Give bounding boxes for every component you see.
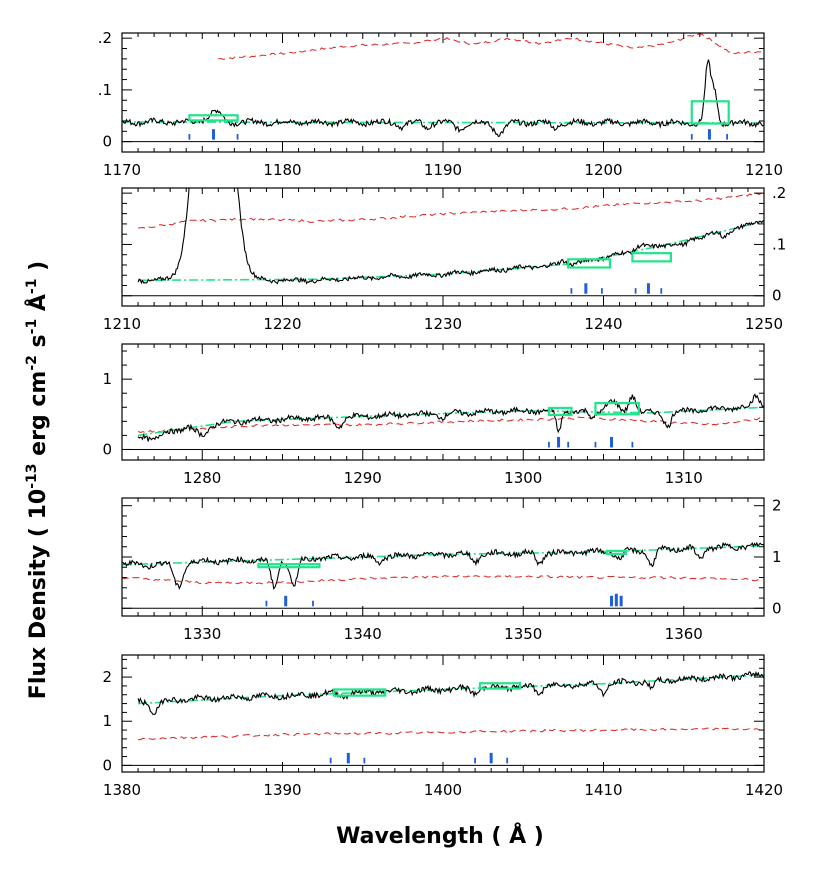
plot-area	[122, 393, 764, 450]
y-axis-label: Flux Density ( 10-13 erg cm-2 s-1 Å-1 )	[24, 261, 51, 699]
y-axis-label-part-1: Flux Density ( 10	[26, 489, 51, 699]
y-tick-label: 1	[772, 548, 782, 566]
panel-1: 1170 1180 1190 1200 1210 0 .1 .2	[98, 29, 783, 179]
panel-frame	[121, 187, 765, 307]
continuum-fit	[138, 674, 764, 705]
y-axis-label-exp-2: -2	[24, 355, 40, 371]
spectrum-line	[122, 541, 764, 590]
x-tick-label: 1400	[424, 781, 462, 799]
absorption-box-1	[332, 688, 387, 697]
spectrum-line	[137, 393, 764, 442]
x-tick-label: 1280	[183, 469, 221, 487]
panel-3: 1280 1290 1300 1310 0 1	[102, 343, 765, 487]
x-tick-label: 1210	[103, 315, 141, 333]
plot-area	[122, 33, 764, 143]
absorption-box-2	[594, 401, 640, 416]
y-axis-label-exp-4: -1	[24, 279, 40, 295]
panel-2: 1210 1220 1230 1240 1250 0 .1 .2	[103, 184, 786, 333]
plot-area	[122, 188, 764, 297]
y-axis-label-part-4: Å	[25, 294, 51, 319]
spectrum-line	[122, 59, 764, 138]
y-tick-label: 0	[772, 287, 782, 305]
y-axis-label-part-5: )	[26, 261, 51, 279]
x-tick-label: 1230	[424, 315, 462, 333]
y-tick-label: 0	[102, 756, 112, 774]
x-tick-label: 1210	[745, 161, 783, 179]
panel-frame	[121, 654, 765, 773]
y-tick-label: 0	[772, 599, 782, 617]
spectrum-line	[137, 670, 764, 715]
absorption-box-1	[567, 258, 612, 269]
x-tick-label: 1250	[745, 315, 783, 333]
absorption-box-2	[478, 682, 522, 690]
spectrum-line	[137, 188, 764, 285]
x-tick-label: 1190	[424, 161, 462, 179]
y-tick-label: .1	[772, 235, 786, 253]
x-axis-label: Wavelength ( Å )	[336, 823, 544, 849]
y-tick-label: 2	[102, 668, 112, 686]
x-tick-label: 1290	[344, 469, 382, 487]
plot-area	[122, 670, 764, 766]
x-tick-label: 1340	[344, 625, 382, 643]
x-tick-label: 1350	[504, 625, 542, 643]
absorption-box-2	[605, 549, 628, 556]
panel-frame	[121, 32, 765, 153]
y-axis-label-part-3: s	[26, 334, 51, 355]
x-tick-label: 1240	[584, 315, 622, 333]
error-curve	[138, 192, 762, 229]
panel-5: 1380 1390 1400 1410 1420 0 1 2	[102, 654, 783, 799]
error-curve	[218, 33, 763, 60]
y-tick-label: 1	[102, 370, 112, 388]
y-tick-label: .2	[772, 184, 786, 202]
absorption-box-2	[690, 100, 730, 125]
y-tick-label: 0	[102, 440, 112, 458]
y-tick-label: 0	[102, 133, 112, 151]
error-curve	[138, 727, 762, 741]
panel-4: 1330 1340 1350 1360 0 1 2	[121, 497, 782, 643]
x-tick-label: 1300	[504, 469, 542, 487]
continuum-fit	[138, 220, 764, 282]
panel-frame	[121, 343, 765, 461]
y-tick-label: 1	[102, 712, 112, 730]
y-tick-label: .1	[98, 81, 112, 99]
absorption-box-1	[257, 563, 321, 569]
y-axis-label-exp-1: -13	[24, 463, 40, 488]
panel-frame	[121, 497, 765, 617]
x-tick-label: 1410	[584, 781, 622, 799]
y-axis-label-part-2: erg cm	[26, 371, 51, 464]
x-tick-label: 1180	[263, 161, 301, 179]
x-tick-label: 1380	[103, 781, 141, 799]
error-curve	[122, 574, 763, 585]
x-tick-label: 1420	[745, 781, 783, 799]
continuum-fit	[122, 544, 764, 566]
x-tick-label: 1200	[584, 161, 622, 179]
error-curve	[137, 416, 762, 434]
absorption-box-1	[547, 406, 573, 417]
x-tick-label: 1220	[263, 315, 301, 333]
x-tick-label: 1310	[665, 469, 703, 487]
y-tick-label: 2	[772, 497, 782, 515]
absorption-box-1	[188, 114, 239, 122]
plot-area	[122, 541, 764, 609]
x-tick-label: 1170	[103, 161, 141, 179]
x-tick-label: 1390	[263, 781, 301, 799]
y-tick-label: .2	[98, 29, 112, 47]
absorption-box-2	[631, 252, 673, 263]
x-tick-label: 1360	[665, 625, 703, 643]
y-axis-label-exp-3: -1	[24, 319, 40, 335]
x-tick-label: 1330	[183, 625, 221, 643]
